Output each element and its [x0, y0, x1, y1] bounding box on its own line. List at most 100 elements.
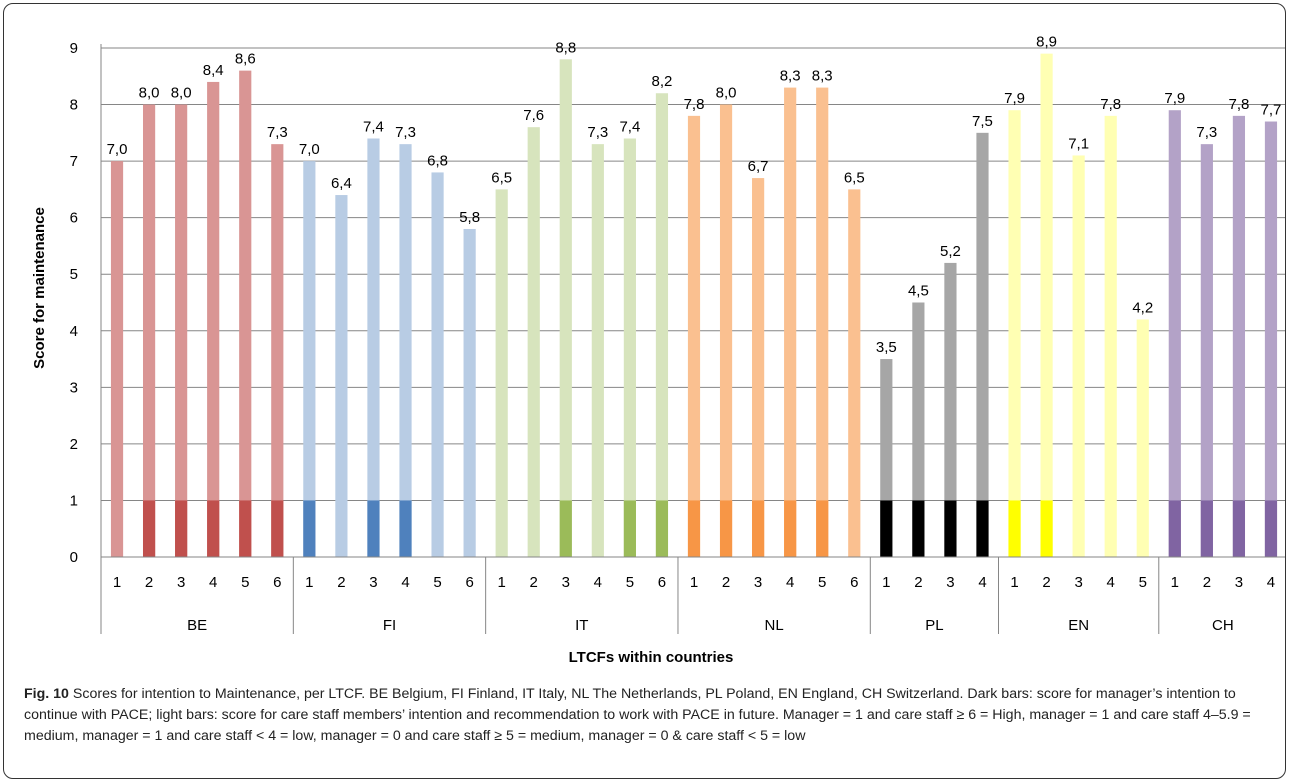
data-label: 7,4	[619, 118, 640, 135]
bar	[495, 189, 508, 557]
manager-bar	[784, 500, 797, 557]
bar	[1232, 115, 1246, 557]
data-label: 8,3	[780, 68, 801, 85]
x-tick-label: 4	[1107, 574, 1115, 591]
bar	[431, 172, 444, 557]
x-tick-label: 4	[786, 574, 794, 591]
data-label: 7,1	[1068, 135, 1089, 152]
manager-bar	[559, 500, 572, 557]
bar	[463, 228, 476, 557]
x-tick-label: 5	[818, 574, 826, 591]
data-label: 5,8	[459, 209, 480, 226]
x-tick-label: 3	[369, 574, 377, 591]
x-axis-title: LTCFs within countries	[569, 649, 734, 666]
y-tick-label: 6	[70, 210, 78, 227]
bar	[207, 81, 220, 557]
figure-frame: 0 1 2 3 4 5 6 7 8 9 1 2 3 4 5 6 BE 1 2 3 4 5 6 FI 1 2 3 4 5 6 IT 1 2 3 4 5 6…	[3, 3, 1286, 779]
data-label: 8,6	[235, 51, 256, 68]
manager-bar	[142, 500, 156, 557]
x-tick-label: 1	[498, 574, 506, 591]
x-tick-label: 1	[1010, 574, 1018, 591]
x-tick-label: 1	[113, 574, 121, 591]
y-tick-label: 2	[70, 436, 78, 453]
manager-bar	[207, 500, 220, 557]
bar	[816, 87, 829, 557]
data-label: 8,8	[555, 39, 576, 56]
data-label: 4,2	[1132, 299, 1153, 316]
manager-bar	[976, 500, 989, 557]
manager-bar	[880, 500, 893, 557]
data-label: 7,6	[523, 107, 544, 124]
y-tick-label: 7	[70, 153, 78, 170]
data-label: 7,4	[363, 118, 384, 135]
figure-caption-text: Scores for intention to Maintenance, per…	[24, 686, 1251, 744]
x-tick-label: 1	[305, 574, 313, 591]
bar	[559, 59, 572, 558]
manager-bar	[1264, 500, 1278, 557]
x-tick-label: 5	[1139, 574, 1147, 591]
data-label: 8,0	[716, 85, 737, 102]
bar	[784, 87, 797, 557]
data-label: 8,3	[812, 68, 833, 85]
bar	[303, 161, 316, 557]
y-tick-label: 8	[70, 97, 78, 114]
data-label: 6,8	[427, 152, 448, 169]
bar	[1136, 319, 1149, 557]
group-label: PL	[925, 617, 943, 634]
data-label: 7,0	[107, 141, 128, 158]
data-labels: 7,0 8,0 8,0 8,4 8,6 7,3 7,0 6,4 7,4 7,3 6,8 5,8 6,5 7…	[107, 34, 1282, 356]
data-label: 7,7	[1261, 102, 1282, 119]
data-label: 4,5	[908, 283, 929, 300]
y-tick-label: 3	[70, 379, 78, 396]
y-tick-label: 1	[70, 492, 78, 509]
x-tick-label: 2	[145, 574, 153, 591]
data-label: 6,5	[844, 169, 865, 186]
data-label: 7,5	[972, 113, 993, 130]
bar	[1072, 155, 1085, 557]
x-tick-label: 4	[1267, 574, 1275, 591]
data-label: 7,8	[684, 96, 705, 113]
x-tick-label: 2	[914, 574, 922, 591]
x-tick-label: 1	[1171, 574, 1179, 591]
bar	[591, 144, 604, 557]
y-axis-title: Score for maintenance	[31, 207, 48, 369]
manager-bar	[719, 500, 733, 557]
bar	[1264, 121, 1278, 558]
axes: 0 1 2 3 4 5 6 7 8 9 1 2 3 4 5 6 BE 1 2 3 4 5 6 FI 1 2 3 4 5 6 IT 1 2 3 4 5 6…	[70, 40, 1285, 634]
data-label: 7,8	[1228, 96, 1249, 113]
x-tick-label: 4	[594, 574, 602, 591]
x-tick-label: 4	[401, 574, 409, 591]
bar	[623, 138, 636, 557]
manager-bar	[1168, 500, 1181, 557]
data-label: 6,7	[748, 158, 769, 175]
x-tick-label: 5	[626, 574, 634, 591]
bar	[367, 138, 380, 557]
bar	[1040, 53, 1053, 558]
data-label: 7,8	[1100, 96, 1121, 113]
bar	[687, 115, 701, 557]
bar	[110, 161, 124, 557]
data-label: 7,3	[267, 124, 288, 141]
x-tick-label: 2	[722, 574, 730, 591]
manager-bar	[1232, 500, 1246, 557]
x-tick-label: 2	[530, 574, 538, 591]
data-label: 8,2	[652, 73, 673, 90]
manager-bar	[303, 500, 316, 557]
bar	[912, 302, 925, 557]
data-label: 6,4	[331, 175, 352, 192]
x-tick-label: 5	[433, 574, 441, 591]
group-label: CH	[1212, 617, 1234, 634]
group-label: NL	[765, 617, 784, 634]
manager-bar	[623, 500, 636, 557]
manager-bar	[912, 500, 925, 557]
bar-chart: 0 1 2 3 4 5 6 7 8 9 1 2 3 4 5 6 BE 1 2 3 4 5 6 FI 1 2 3 4 5 6 IT 1 2 3 4 5 6…	[31, 34, 1285, 666]
x-tick-label: 6	[850, 574, 858, 591]
bar	[1168, 110, 1181, 557]
x-tick-label: 6	[658, 574, 666, 591]
manager-bar	[399, 500, 412, 557]
x-tick-label: 2	[337, 574, 345, 591]
data-label: 8,9	[1036, 34, 1057, 51]
x-tick-label: 4	[209, 574, 217, 591]
data-label: 7,0	[299, 141, 320, 158]
bar	[1008, 110, 1021, 557]
